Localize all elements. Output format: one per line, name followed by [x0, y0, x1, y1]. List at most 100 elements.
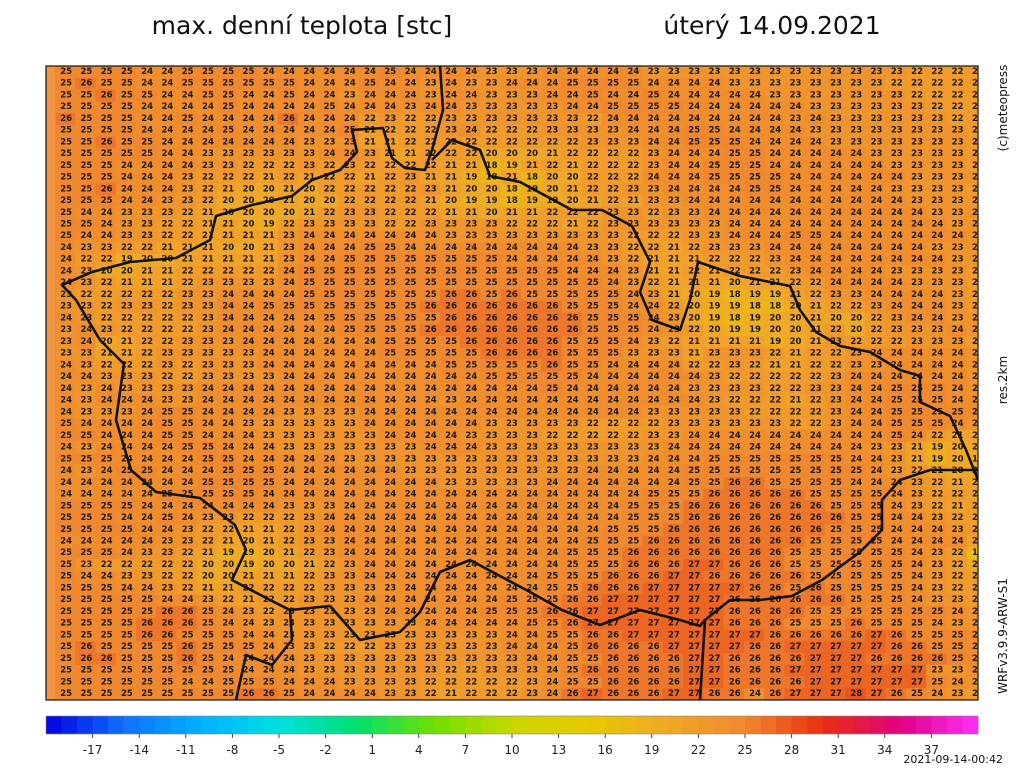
- cell-value: 24: [790, 102, 802, 112]
- cell-value: 25: [80, 525, 92, 535]
- cell-value: 23: [810, 126, 822, 136]
- cell-value: 23: [506, 419, 518, 429]
- cell-value: 25: [931, 419, 943, 429]
- cell: [804, 101, 827, 114]
- cell: [561, 66, 583, 79]
- cell-value: 25: [790, 478, 802, 488]
- cell-value: 25: [80, 548, 92, 558]
- cell-value: 23: [931, 337, 943, 347]
- cell-value: 21: [263, 231, 275, 241]
- cell-value: 26: [769, 630, 781, 640]
- cell-value: 24: [709, 184, 721, 194]
- cell-value: 24: [141, 79, 153, 89]
- cell-value: 23: [587, 231, 599, 241]
- cell-value: 24: [162, 173, 174, 183]
- colorbar-segment: [232, 716, 249, 734]
- cell-value: 23: [709, 372, 721, 382]
- cell-value: 23: [80, 466, 92, 476]
- cell-value: 24: [445, 525, 457, 535]
- cell-value: 24: [891, 231, 903, 241]
- cell-value: 26: [607, 666, 619, 676]
- cell: [926, 77, 948, 91]
- cell-value: 24: [709, 431, 721, 441]
- cell-value: 24: [871, 431, 883, 441]
- cell-value: 23: [405, 654, 417, 664]
- cell-value: 23: [506, 666, 518, 676]
- cell-value: 23: [587, 443, 599, 453]
- cell-value: 25: [80, 583, 92, 593]
- cell-value: 24: [587, 102, 599, 112]
- cell-value: 24: [850, 255, 862, 265]
- cell-value: 27: [688, 689, 700, 699]
- cell: [399, 101, 421, 114]
- cell-value: 20: [222, 560, 234, 570]
- colorbar-segment: [201, 716, 218, 734]
- cell-value: 24: [648, 173, 660, 183]
- cell-value: 22: [830, 325, 842, 335]
- cell-value: 25: [486, 255, 498, 265]
- cell-value: 24: [324, 513, 336, 523]
- cell-value: 25: [506, 595, 518, 605]
- cell-value: 25: [830, 583, 842, 593]
- cell-value: 25: [283, 90, 295, 100]
- cell-value: 20: [546, 173, 558, 183]
- cell-value: 24: [486, 548, 498, 558]
- cell-value: 24: [60, 466, 72, 476]
- cell: [905, 77, 928, 91]
- cell-value: 24: [324, 384, 336, 394]
- cell-value: 24: [222, 114, 234, 124]
- cell-value: 25: [60, 173, 72, 183]
- cell-value: 25: [546, 572, 558, 582]
- cell-value: 26: [749, 548, 761, 558]
- cell-value: 23: [911, 137, 923, 147]
- cell-value: 23: [182, 537, 194, 547]
- cell-value: 22: [830, 349, 842, 359]
- cell-value: 25: [263, 79, 275, 89]
- cell-value: 21: [222, 220, 234, 230]
- cell-value: 22: [587, 419, 599, 429]
- cell-value: 24: [526, 396, 538, 406]
- cell-value: 24: [688, 79, 700, 89]
- cell-value: 23: [891, 313, 903, 323]
- cell-value: 24: [952, 384, 964, 394]
- cell-value: 23: [891, 454, 903, 464]
- cell-value: 25: [80, 431, 92, 441]
- cell-value: 26: [465, 337, 477, 347]
- cell-value: 25: [80, 90, 92, 100]
- cell-value: 27: [688, 583, 700, 593]
- cell-value: 24: [141, 102, 153, 112]
- cell-value: 23: [871, 149, 883, 159]
- cell: [764, 101, 786, 114]
- cell-value: 24: [648, 114, 660, 124]
- cell-value: 24: [141, 513, 153, 523]
- cell-value: 21: [162, 278, 174, 288]
- cell-value: 26: [709, 548, 721, 558]
- cell-value: 24: [628, 384, 640, 394]
- cell-value: 23: [425, 79, 437, 89]
- cell-value: 23: [648, 196, 660, 206]
- cell-value: 24: [952, 360, 964, 370]
- cell-value: 24: [425, 372, 437, 382]
- cell-value: 22: [546, 161, 558, 171]
- cell-value: 24: [830, 443, 842, 453]
- cell-value: 22: [141, 560, 153, 570]
- cell: [946, 112, 968, 126]
- cell-value: 23: [668, 208, 680, 218]
- cell-value: 24: [486, 537, 498, 547]
- cell-value: 27: [709, 677, 721, 687]
- cell-value: 23: [546, 443, 558, 453]
- cell-value: 24: [587, 384, 599, 394]
- cell-value: 26: [790, 677, 802, 687]
- cell-value: 23: [546, 454, 558, 464]
- cell: [865, 124, 887, 138]
- cell: [541, 124, 563, 138]
- cell: [865, 89, 887, 102]
- cell-value: 22: [911, 90, 923, 100]
- cell-value: 23: [587, 126, 599, 136]
- cell-value: 24: [871, 266, 883, 276]
- cell-value: 22: [303, 583, 315, 593]
- cell-value: 25: [769, 466, 781, 476]
- cell-value: 21: [263, 243, 275, 253]
- cell-value: 26: [648, 654, 660, 664]
- cell-value: 25: [324, 302, 336, 312]
